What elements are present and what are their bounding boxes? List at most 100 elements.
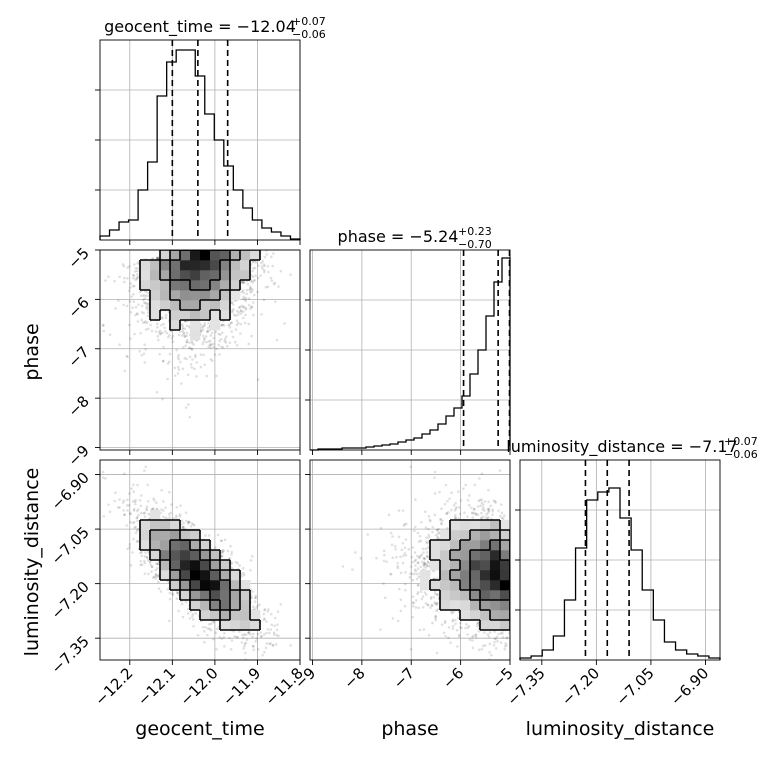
scatter-point (107, 503, 110, 506)
scatter-point (513, 623, 516, 626)
scatter-point (122, 472, 126, 476)
density-cell (170, 280, 181, 291)
scatter-point (446, 499, 449, 503)
scatter-point (516, 575, 519, 578)
scatter-point (433, 602, 437, 605)
scatter-point (208, 627, 212, 631)
scatter-point (145, 505, 149, 508)
density-cell (230, 270, 241, 281)
scatter-point (250, 274, 253, 277)
scatter-point (159, 590, 163, 593)
scatter-point (256, 632, 260, 636)
density-cell (220, 280, 231, 291)
scatter-point (510, 584, 513, 587)
scatter-point (164, 316, 168, 320)
scatter-point (131, 521, 135, 525)
scatter-point (511, 628, 514, 631)
scatter-point (228, 557, 232, 560)
scatter-point (383, 553, 386, 557)
scatter-point (245, 288, 249, 292)
title-luminosity-distance-minus: −0.06 (724, 448, 758, 461)
density-cell (440, 570, 451, 581)
scatter-point (150, 507, 154, 511)
density-cell (170, 270, 181, 281)
scatter-point (252, 645, 255, 648)
scatter-point (480, 501, 484, 505)
density-cell (420, 580, 431, 591)
density-cell (210, 590, 221, 601)
scatter-point (134, 266, 138, 270)
scatter-point (221, 247, 224, 250)
scatter-point (204, 534, 207, 537)
scatter-point (515, 618, 518, 621)
scatter-point (156, 256, 159, 260)
density-cell (480, 540, 491, 551)
scatter-point (454, 516, 457, 519)
scatter-point (411, 561, 414, 564)
density-cell (210, 600, 221, 611)
scatter-point (488, 631, 492, 634)
scatter-point (396, 566, 400, 570)
density-cell (230, 590, 241, 601)
scatter-point (390, 543, 394, 547)
scatter-point (254, 274, 257, 277)
scatter-point (260, 261, 263, 265)
density-cell (460, 560, 471, 571)
scatter-point (510, 620, 513, 623)
scatter-point (207, 329, 210, 333)
scatter-point (237, 311, 240, 314)
scatter-point (254, 246, 257, 249)
scatter-point (239, 241, 242, 244)
scatter-point (219, 337, 223, 341)
scatter-point (515, 632, 518, 635)
density-cell (460, 600, 471, 611)
scatter-point (513, 571, 516, 574)
scatter-point (154, 501, 158, 505)
scatter-point (151, 507, 154, 511)
scatter-point (223, 645, 226, 648)
density-cell (150, 540, 161, 551)
scatter-point (505, 636, 508, 640)
scatter-point (433, 592, 437, 596)
scatter-point (430, 604, 434, 607)
scatter-point (220, 637, 224, 640)
scatter-point (220, 555, 224, 558)
scatter-point (241, 633, 244, 637)
x-tick-label: −6.90 (667, 664, 712, 709)
scatter-point (154, 568, 157, 572)
density-cell (150, 510, 161, 521)
density-cell (240, 270, 251, 281)
scatter-point (201, 626, 205, 629)
scatter-point (140, 550, 143, 554)
scatter-point (513, 569, 516, 572)
density-cell (500, 590, 510, 601)
scatter-point (185, 324, 189, 328)
scatter-point (423, 557, 426, 561)
density-cell (160, 560, 171, 571)
scatter-point (486, 633, 490, 636)
scatter-point (154, 572, 158, 576)
density-cell (470, 570, 481, 581)
density-cell (180, 310, 191, 321)
density-cell (200, 590, 211, 601)
density-group (420, 520, 510, 631)
scatter-point (250, 305, 254, 309)
scatter-point (142, 311, 146, 315)
density-cell (150, 280, 161, 291)
scatter-point (129, 337, 132, 340)
scatter-point (243, 644, 246, 648)
scatter-point (425, 541, 429, 545)
contour-line (169, 539, 231, 611)
scatter-point (257, 245, 260, 248)
scatter-point (375, 556, 378, 560)
density-cell (180, 590, 191, 601)
scatter-point (237, 321, 240, 325)
density-cell (480, 620, 491, 631)
scatter-point (175, 506, 179, 509)
scatter-point (512, 569, 515, 572)
density-cell (500, 560, 510, 571)
scatter-point (132, 483, 135, 487)
scatter-point (176, 372, 180, 375)
scatter-point (135, 277, 138, 281)
scatter-point (203, 337, 206, 340)
